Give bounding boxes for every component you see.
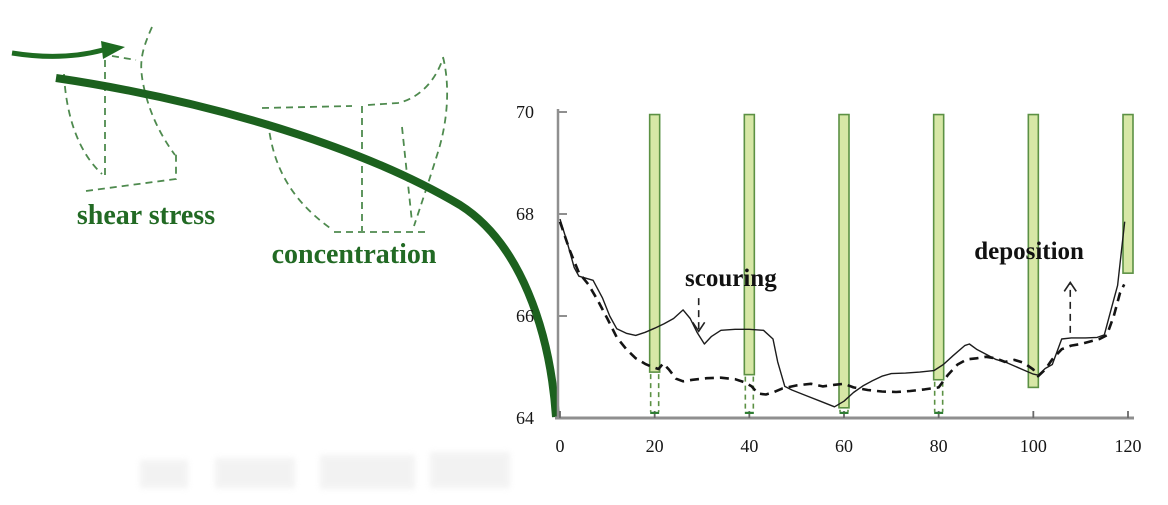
- watermark-smudge: [215, 458, 295, 488]
- scouring-arrow-head: [692, 321, 706, 333]
- vegetation-stem-bar: [932, 113, 945, 381]
- sketch-baseline: [85, 152, 177, 192]
- x-tick-label: 80: [930, 436, 948, 456]
- vegetation-stem-bar: [743, 113, 756, 376]
- series-solid-bed-profile: [559, 218, 1126, 408]
- left-illustration: [63, 26, 449, 233]
- x-tick-label: 0: [556, 436, 565, 456]
- vegetation-stem-bar: [1027, 113, 1040, 389]
- y-tick-label: 70: [516, 102, 534, 122]
- deposition-label: deposition: [974, 238, 1084, 265]
- channel-bend-curve: [55, 74, 560, 418]
- x-tick-label: 40: [740, 436, 758, 456]
- y-tick-label: 66: [516, 306, 534, 326]
- shear-stress-label: shear stress: [76, 200, 216, 231]
- sketch-segment: [111, 55, 137, 61]
- deposition-arrow-head: [1063, 280, 1077, 292]
- y-tick-label: 68: [516, 204, 534, 224]
- concentration-profile-sketch: [261, 56, 449, 233]
- watermark-smudge: [320, 455, 415, 489]
- y-tick-label: 64: [516, 408, 534, 428]
- vegetation-stem-bar: [838, 113, 850, 409]
- x-tick-label: 120: [1115, 436, 1142, 456]
- flow-arrow-head: [101, 41, 125, 59]
- sketch-top-curve: [367, 57, 444, 106]
- sketch-curve: [267, 120, 331, 229]
- vegetation-stem-bar: [1122, 113, 1134, 274]
- watermark-smudge: [430, 452, 510, 488]
- flow-arrow-shaft: [11, 47, 104, 59]
- watermark-smudges: [140, 452, 510, 489]
- scouring-label: scouring: [685, 265, 777, 292]
- sketch-curve: [63, 73, 103, 175]
- shear-stress-profile-sketch: [63, 26, 177, 192]
- sketch-segment: [401, 126, 413, 223]
- watermark-smudge: [140, 460, 188, 488]
- series-dashed-bed-profile: [558, 221, 1126, 396]
- bed-profile-chart: 64 66 68 70 0 20 40 60 80 100 120 scouring depositio…: [516, 102, 1142, 456]
- vegetation-stem-bar: [648, 113, 661, 373]
- x-tick-label: 60: [835, 436, 853, 456]
- sketch-curve: [413, 56, 449, 227]
- flow-direction-arrow: [11, 41, 125, 59]
- x-tick-label: 100: [1020, 436, 1047, 456]
- sketch-top-line: [261, 105, 353, 109]
- concentration-label: concentration: [271, 239, 437, 270]
- x-tick-label: 20: [646, 436, 664, 456]
